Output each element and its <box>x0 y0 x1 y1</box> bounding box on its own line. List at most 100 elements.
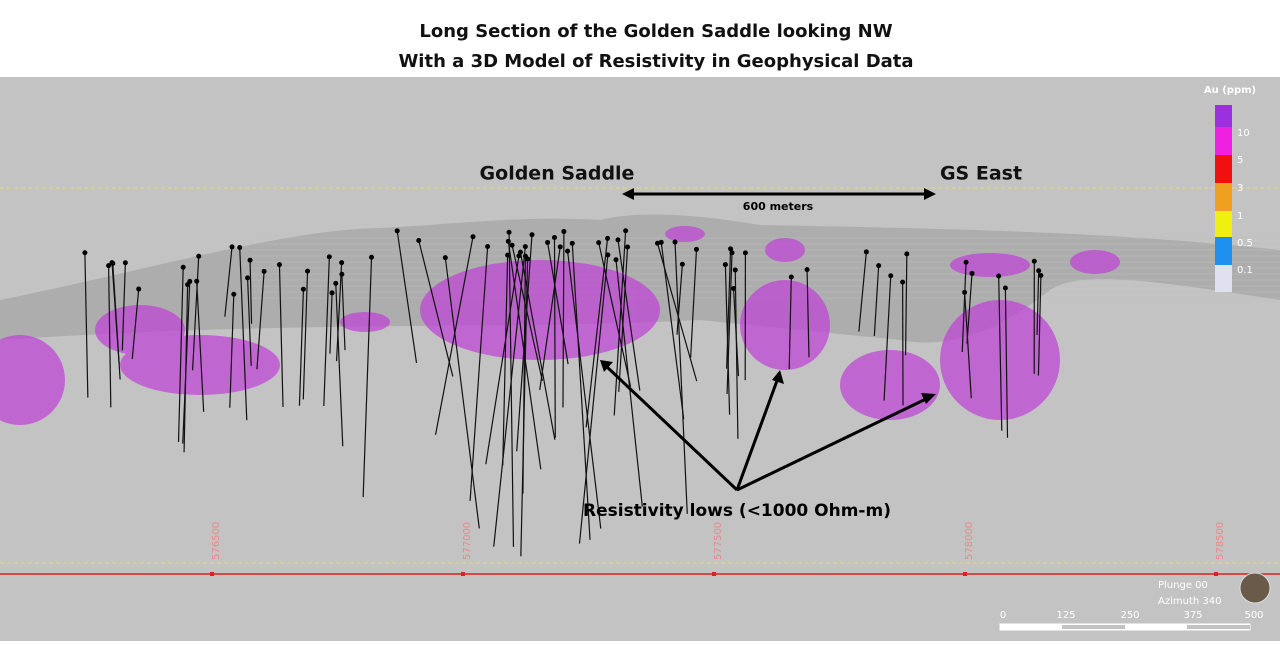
collar <box>789 274 794 279</box>
collar <box>305 269 310 274</box>
collar <box>230 244 235 249</box>
collar <box>82 250 87 255</box>
collar <box>694 247 699 252</box>
collar <box>327 254 332 259</box>
easting-label: 578000 <box>964 522 975 560</box>
collar <box>570 241 575 246</box>
collar <box>655 241 660 246</box>
collar <box>723 262 728 267</box>
collar <box>277 262 282 267</box>
collar <box>369 255 374 260</box>
scale-label: 375 <box>1183 610 1202 621</box>
collar <box>523 244 528 249</box>
collar <box>231 292 236 297</box>
collar <box>964 260 969 265</box>
scale-label: 250 <box>1120 610 1139 621</box>
label: Resistivity lows (<1000 Ohm-m) <box>583 501 891 521</box>
scale-bar <box>1000 624 1250 630</box>
collar <box>529 232 534 237</box>
collar <box>561 229 566 234</box>
easting-label: 578500 <box>1215 522 1226 560</box>
collar <box>743 250 748 255</box>
easting-label: 576500 <box>211 522 222 560</box>
legend-label: 5 <box>1237 155 1243 166</box>
collar <box>558 244 563 249</box>
collar <box>613 257 618 262</box>
collar <box>730 250 735 255</box>
collar <box>888 273 893 278</box>
title-line: Long Section of the Golden Saddle lookin… <box>419 21 892 42</box>
collar <box>187 279 192 284</box>
collar <box>605 236 610 241</box>
legend-label: 10 <box>1237 128 1250 139</box>
collar <box>625 245 630 250</box>
title-line: With a 3D Model of Resistivity in Geophy… <box>398 51 913 72</box>
collar <box>680 262 685 267</box>
collar <box>1038 273 1043 278</box>
collar <box>970 271 975 276</box>
collar <box>1036 268 1041 273</box>
collar <box>123 260 128 265</box>
collar <box>506 239 511 244</box>
collar <box>733 267 738 272</box>
easting-label: 577500 <box>713 522 724 560</box>
collar <box>864 249 869 254</box>
easting-marker <box>712 572 716 576</box>
collar <box>900 280 905 285</box>
collar <box>510 243 515 248</box>
plunge: Plunge 00 <box>1158 580 1208 591</box>
collar <box>507 230 512 235</box>
collar <box>416 238 421 243</box>
collar <box>876 263 881 268</box>
collar <box>623 228 628 233</box>
legend-title: Au (ppm) <box>1204 85 1256 96</box>
collar <box>516 253 521 258</box>
collar <box>245 275 250 280</box>
collar <box>673 240 678 245</box>
collar <box>196 254 201 259</box>
collar <box>181 265 186 270</box>
easting-marker <box>210 572 214 576</box>
legend-label: 0.5 <box>1237 238 1253 249</box>
scale-label: 125 <box>1056 610 1075 621</box>
collar <box>904 251 909 256</box>
easting-marker <box>963 572 967 576</box>
collar <box>805 267 810 272</box>
collar <box>1003 286 1008 291</box>
collar <box>1032 259 1037 264</box>
collar <box>333 281 338 286</box>
collar <box>194 279 199 284</box>
collar <box>339 272 344 277</box>
easting-marker <box>1214 572 1218 576</box>
scale-label: 500 <box>1244 610 1263 621</box>
legend-label: 3 <box>1237 183 1243 194</box>
collar <box>552 235 557 240</box>
collar <box>136 287 141 292</box>
collar <box>485 244 490 249</box>
collar <box>237 245 242 250</box>
collar <box>996 273 1001 278</box>
collar <box>565 249 570 254</box>
legend-label: 1 <box>1237 211 1243 222</box>
collar <box>301 287 306 292</box>
easting-label: 577000 <box>462 522 473 560</box>
collar <box>615 237 620 242</box>
label: GS East <box>940 163 1022 185</box>
collar <box>330 290 335 295</box>
collar <box>525 257 530 262</box>
drill-hole <box>554 238 555 438</box>
collar <box>471 234 476 239</box>
orientation-globe <box>1240 573 1270 603</box>
collar <box>395 228 400 233</box>
label: 600 meters <box>743 200 814 213</box>
collar <box>248 258 253 263</box>
azimuth: Azimuth 340 <box>1158 596 1221 607</box>
legend-label: 0.1 <box>1237 265 1253 276</box>
label: Golden Saddle <box>480 163 635 185</box>
collar <box>596 240 601 245</box>
collar <box>339 260 344 265</box>
collar <box>545 240 550 245</box>
legend-swatches <box>1215 105 1232 292</box>
scale-label: 0 <box>1000 610 1006 621</box>
